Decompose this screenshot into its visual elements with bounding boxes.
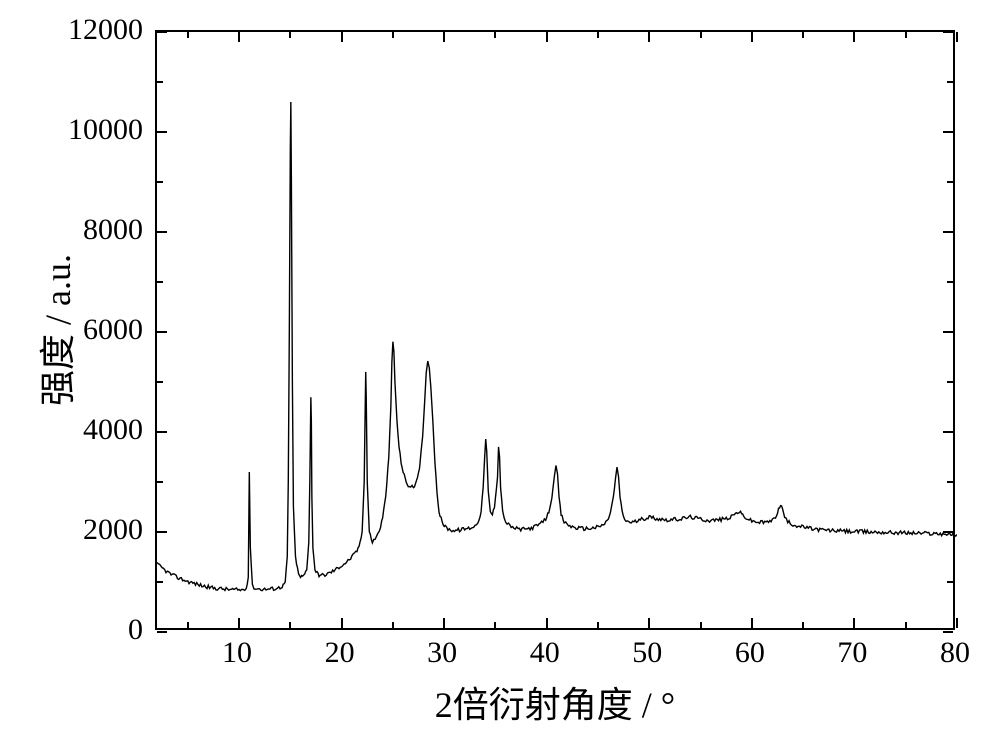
- x-minor-tick-top: [700, 32, 702, 38]
- y-minor-tick: [157, 181, 163, 183]
- x-minor-tick: [494, 622, 496, 628]
- x-tick-label: 30: [412, 636, 472, 670]
- y-minor-tick: [157, 481, 163, 483]
- x-tick-top: [956, 32, 958, 42]
- x-tick: [751, 618, 753, 628]
- x-tick-top: [751, 32, 753, 42]
- x-tick-top: [443, 32, 445, 42]
- x-minor-tick: [187, 622, 189, 628]
- y-minor-tick: [157, 381, 163, 383]
- y-minor-tick: [157, 281, 163, 283]
- x-tick-label: 40: [515, 636, 575, 670]
- y-minor-tick-right: [947, 281, 953, 283]
- y-tick-label: 2000: [43, 513, 143, 547]
- x-tick-label: 50: [617, 636, 677, 670]
- y-tick-label: 12000: [43, 13, 143, 47]
- x-tick: [546, 618, 548, 628]
- x-tick-label: 10: [207, 636, 267, 670]
- y-tick-right: [943, 31, 953, 33]
- y-minor-tick-right: [947, 381, 953, 383]
- y-minor-tick: [157, 581, 163, 583]
- x-tick: [341, 618, 343, 628]
- x-minor-tick: [905, 622, 907, 628]
- y-tick-label: 0: [43, 613, 143, 647]
- y-minor-tick-right: [947, 181, 953, 183]
- xrd-chart: 强度 / a.u. 2倍衍射角度 / ° 0200040006000800010…: [0, 0, 994, 746]
- x-minor-tick: [700, 622, 702, 628]
- x-tick: [238, 618, 240, 628]
- xrd-trace: [157, 102, 957, 591]
- x-tick: [648, 618, 650, 628]
- x-tick: [853, 618, 855, 628]
- x-minor-tick-top: [905, 32, 907, 38]
- y-tick-right: [943, 531, 953, 533]
- y-tick: [157, 131, 167, 133]
- x-minor-tick-top: [494, 32, 496, 38]
- y-tick-right: [943, 231, 953, 233]
- y-tick-right: [943, 131, 953, 133]
- x-tick-label: 70: [822, 636, 882, 670]
- x-minor-tick: [392, 622, 394, 628]
- y-tick-right: [943, 431, 953, 433]
- y-tick-right: [943, 631, 953, 633]
- x-minor-tick: [597, 622, 599, 628]
- y-minor-tick-right: [947, 581, 953, 583]
- y-tick-right: [943, 331, 953, 333]
- y-tick: [157, 331, 167, 333]
- y-tick: [157, 631, 167, 633]
- plot-line-svg: [157, 32, 957, 632]
- x-tick: [956, 618, 958, 628]
- y-tick-label: 4000: [43, 413, 143, 447]
- y-minor-tick-right: [947, 481, 953, 483]
- y-tick-label: 8000: [43, 213, 143, 247]
- y-tick: [157, 431, 167, 433]
- y-minor-tick: [157, 81, 163, 83]
- x-tick-top: [238, 32, 240, 42]
- x-tick-top: [546, 32, 548, 42]
- y-tick: [157, 31, 167, 33]
- y-tick-label: 10000: [43, 113, 143, 147]
- y-minor-tick-right: [947, 81, 953, 83]
- y-tick-label: 6000: [43, 313, 143, 347]
- x-axis-label: 2倍衍射角度 / °: [435, 676, 675, 728]
- x-tick-top: [648, 32, 650, 42]
- x-tick: [443, 618, 445, 628]
- y-tick: [157, 531, 167, 533]
- x-minor-tick-top: [802, 32, 804, 38]
- x-minor-tick-top: [392, 32, 394, 38]
- x-tick-label: 60: [720, 636, 780, 670]
- x-minor-tick-top: [187, 32, 189, 38]
- x-tick-label: 20: [310, 636, 370, 670]
- y-tick: [157, 231, 167, 233]
- x-tick-top: [341, 32, 343, 42]
- x-minor-tick-top: [289, 32, 291, 38]
- x-minor-tick: [289, 622, 291, 628]
- x-minor-tick: [802, 622, 804, 628]
- x-tick-top: [853, 32, 855, 42]
- plot-area: [155, 30, 955, 630]
- x-tick-label: 80: [925, 636, 985, 670]
- x-minor-tick-top: [597, 32, 599, 38]
